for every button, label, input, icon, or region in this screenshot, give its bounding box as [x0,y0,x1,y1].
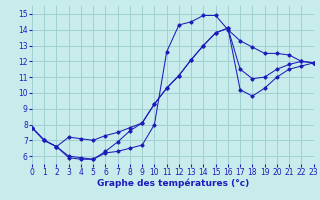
X-axis label: Graphe des températures (°c): Graphe des températures (°c) [97,179,249,188]
